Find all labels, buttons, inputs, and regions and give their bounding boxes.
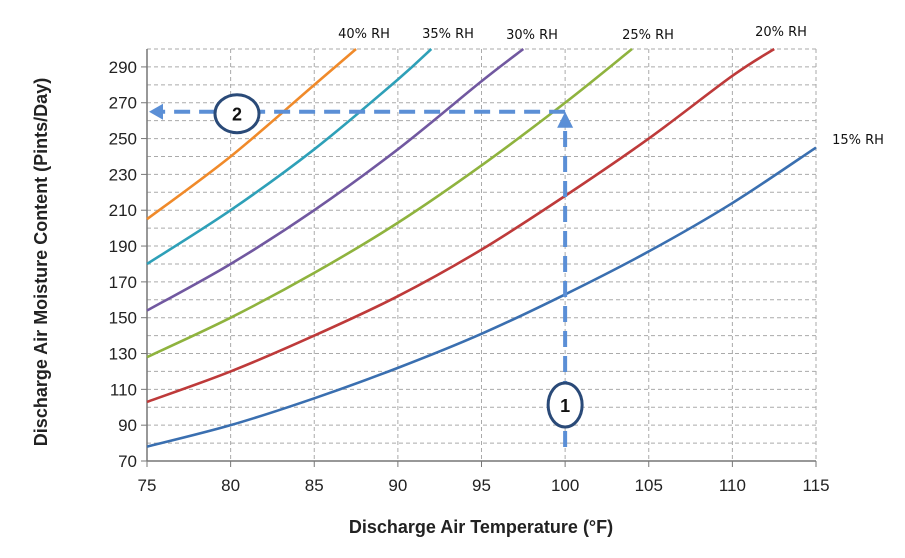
series-line-20-rh (146, 47, 775, 404)
y-tick-label: 170 (109, 273, 137, 292)
x-axis-title: Discharge Air Temperature (°F) (349, 517, 613, 537)
y-tick-label: 230 (109, 165, 137, 184)
y-tick-label: 270 (109, 94, 137, 113)
series-label-30-rh: 30% RH (506, 28, 558, 43)
x-tick-label: 85 (305, 476, 324, 495)
x-tick-label: 95 (472, 476, 491, 495)
x-tick-label: 90 (388, 476, 407, 495)
series-line-25-rh (146, 47, 633, 359)
y-axis-title: Discharge Air Moisture Content (Pints/Da… (31, 78, 51, 446)
x-tick-label: 80 (221, 476, 240, 495)
series-label-40-rh: 40% RH (338, 27, 390, 42)
y-tick-label: 190 (109, 237, 137, 256)
annotations: 12 (149, 93, 584, 447)
y-tick-label: 150 (109, 309, 137, 328)
y-tick-label: 90 (118, 416, 137, 435)
x-tick-label: 105 (635, 476, 663, 495)
series-label-15-rh: 15% RH (832, 133, 884, 148)
series-line-40-rh (146, 48, 357, 221)
y-tick-label: 290 (109, 58, 137, 77)
badge-1-label: 1 (560, 396, 570, 416)
series-line-15-rh (146, 146, 817, 448)
badge-2-circle (213, 93, 261, 135)
x-tick-label: 100 (551, 476, 579, 495)
series-label-25-rh: 25% RH (622, 28, 674, 43)
badge-2-label: 2 (232, 105, 242, 125)
axes: 75 80 85 90 95 100 105 110 115 70 90 110 130 150 170 19… (109, 49, 830, 495)
series-line-35-rh (146, 48, 433, 266)
x-tick-label: 75 (138, 476, 157, 495)
x-tick-label: 110 (719, 476, 746, 495)
series-label-35-rh: 35% RH (422, 27, 474, 42)
arrow-2-head (149, 103, 163, 120)
x-tick-label: 115 (802, 476, 829, 495)
y-tick-label: 70 (118, 452, 137, 471)
series-label-20-rh: 20% RH (755, 25, 807, 40)
y-tick-label: 130 (109, 345, 137, 364)
y-tick-label: 210 (109, 201, 137, 220)
badge-1-circle (546, 381, 584, 429)
series-lines (146, 47, 817, 448)
series-labels: 15% RH 20% RH 25% RH 30% RH 35% RH 40% RH (338, 25, 884, 148)
y-tick-label: 110 (110, 380, 137, 399)
series-line-30-rh (146, 47, 525, 312)
y-tick-label: 250 (109, 130, 137, 149)
arrow-1-head (557, 111, 574, 128)
